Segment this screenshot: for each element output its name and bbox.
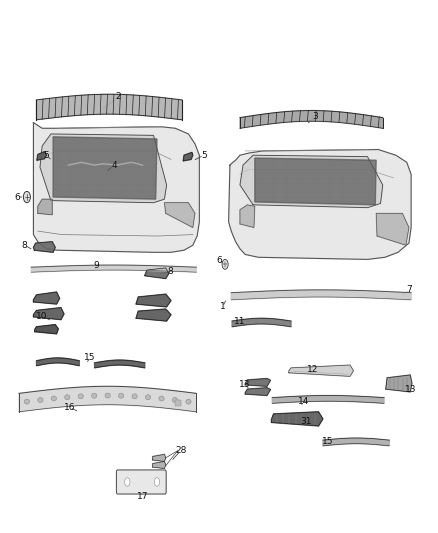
Text: 8: 8 <box>167 267 173 276</box>
Polygon shape <box>19 386 196 412</box>
Ellipse shape <box>132 394 137 399</box>
Circle shape <box>23 191 30 203</box>
Polygon shape <box>240 155 383 208</box>
Polygon shape <box>240 205 255 228</box>
Text: 2: 2 <box>116 92 121 101</box>
Polygon shape <box>152 454 166 462</box>
Polygon shape <box>53 137 157 199</box>
Polygon shape <box>255 158 376 205</box>
Polygon shape <box>272 412 323 426</box>
FancyBboxPatch shape <box>117 470 166 494</box>
Polygon shape <box>386 375 412 392</box>
Text: 9: 9 <box>93 261 99 270</box>
Polygon shape <box>33 308 64 320</box>
Ellipse shape <box>38 398 43 402</box>
Polygon shape <box>36 94 182 120</box>
Text: 5: 5 <box>201 151 207 160</box>
Text: 11: 11 <box>234 317 246 326</box>
Text: 6: 6 <box>14 192 20 201</box>
Text: 6: 6 <box>216 256 222 264</box>
Text: 28: 28 <box>175 446 186 455</box>
Polygon shape <box>183 152 193 161</box>
Ellipse shape <box>65 395 70 400</box>
Polygon shape <box>376 213 409 245</box>
Polygon shape <box>33 292 60 304</box>
Ellipse shape <box>159 396 164 401</box>
Ellipse shape <box>92 393 97 398</box>
Text: 5: 5 <box>44 151 49 160</box>
Polygon shape <box>38 199 52 215</box>
Bar <box>175 400 180 406</box>
Text: 17: 17 <box>137 492 148 502</box>
Text: 14: 14 <box>298 398 310 406</box>
Polygon shape <box>232 318 291 327</box>
Ellipse shape <box>78 394 83 399</box>
Text: 8: 8 <box>22 241 28 250</box>
Polygon shape <box>231 290 411 300</box>
Ellipse shape <box>24 399 29 404</box>
Polygon shape <box>245 378 271 386</box>
Polygon shape <box>33 123 199 252</box>
Ellipse shape <box>51 396 57 401</box>
Circle shape <box>154 478 159 486</box>
Polygon shape <box>245 387 271 395</box>
Polygon shape <box>95 360 145 368</box>
Text: 15: 15 <box>85 353 96 362</box>
Ellipse shape <box>173 398 177 402</box>
Circle shape <box>125 478 130 486</box>
Polygon shape <box>272 395 384 403</box>
Polygon shape <box>152 462 166 469</box>
Polygon shape <box>136 309 171 321</box>
Text: 12: 12 <box>307 365 318 374</box>
Text: 1: 1 <box>219 302 226 311</box>
Text: 3: 3 <box>312 112 318 122</box>
Polygon shape <box>289 365 353 376</box>
Polygon shape <box>36 358 79 366</box>
Text: 4: 4 <box>111 160 117 169</box>
Text: 10: 10 <box>36 312 48 321</box>
Polygon shape <box>37 152 46 160</box>
Text: 31: 31 <box>300 417 312 426</box>
Text: 13: 13 <box>239 381 250 390</box>
Polygon shape <box>35 325 58 334</box>
Ellipse shape <box>105 393 110 398</box>
Polygon shape <box>33 241 55 252</box>
Polygon shape <box>229 150 411 260</box>
Polygon shape <box>40 134 166 203</box>
Text: 16: 16 <box>64 403 75 412</box>
Polygon shape <box>164 203 195 228</box>
Polygon shape <box>240 110 383 128</box>
Ellipse shape <box>145 395 151 400</box>
Polygon shape <box>31 265 196 272</box>
Polygon shape <box>323 438 389 446</box>
Text: 15: 15 <box>321 437 333 446</box>
Polygon shape <box>136 294 171 307</box>
Polygon shape <box>145 268 169 279</box>
Ellipse shape <box>186 399 191 404</box>
Circle shape <box>222 260 228 269</box>
Ellipse shape <box>119 393 124 398</box>
Text: 13: 13 <box>405 385 417 394</box>
Text: 7: 7 <box>406 285 412 294</box>
